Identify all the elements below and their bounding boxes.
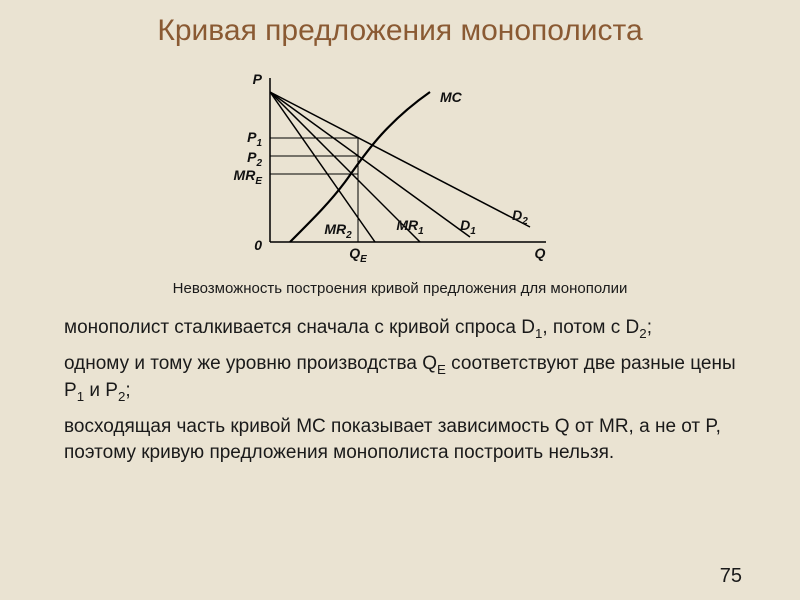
bullet-text: одному и тому же уровню производства QE …	[64, 351, 760, 406]
label-p: P	[253, 72, 263, 87]
label-mre: MRE	[234, 167, 263, 187]
bullet-marker	[40, 414, 64, 465]
page-number: 75	[720, 565, 742, 588]
bullet-marker	[40, 351, 64, 406]
label-qe: QE	[349, 245, 367, 265]
label-q: Q	[535, 245, 546, 261]
diagram-caption: Невозможность построения кривой предложе…	[0, 280, 800, 297]
diagram-svg: P MC P1P2MRE 0 QE Q MR2 MR1 D1 D2	[230, 72, 570, 272]
bullet-item: одному и тому же уровню производства QE …	[40, 351, 760, 406]
curve-d2	[270, 92, 530, 227]
label-d1: D1	[460, 217, 476, 237]
label-mr1: MR1	[396, 217, 424, 237]
bullet-list: монополист сталкивается сначала с кривой…	[40, 315, 760, 465]
bullet-marker	[40, 315, 64, 343]
label-zero: 0	[254, 237, 262, 253]
label-mc: MC	[440, 89, 463, 105]
curve-d1	[270, 92, 470, 237]
curve-mr2	[270, 92, 375, 242]
label-p2: P2	[247, 149, 262, 169]
bullet-text: монополист сталкивается сначала с кривой…	[64, 315, 760, 343]
label-mr2: MR2	[324, 221, 352, 241]
bullet-item: восходящая часть кривой MC показывает за…	[40, 414, 760, 465]
bullet-text: восходящая часть кривой MC показывает за…	[64, 414, 760, 465]
supply-curve-diagram: P MC P1P2MRE 0 QE Q MR2 MR1 D1 D2	[230, 72, 570, 272]
label-d2: D2	[512, 207, 528, 227]
label-p1: P1	[247, 129, 262, 149]
slide-title: Кривая предложения монополиста	[0, 0, 800, 48]
bullet-item: монополист сталкивается сначала с кривой…	[40, 315, 760, 343]
